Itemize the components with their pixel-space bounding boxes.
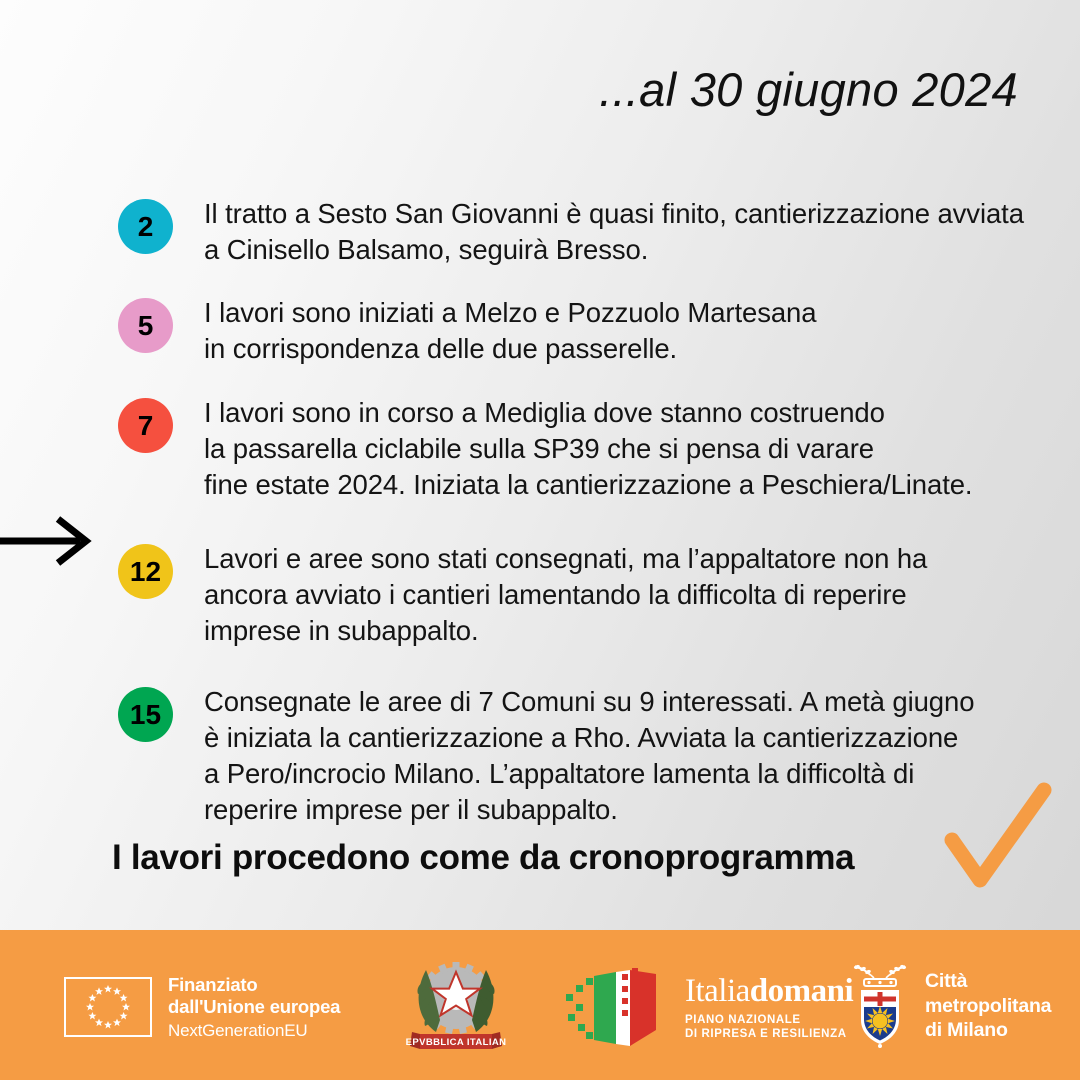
wordmark-domani: domani — [749, 972, 854, 1009]
item-badge-5: 5 — [118, 298, 173, 354]
list-item: 12 Lavori e aree sono stati consegnati, … — [118, 541, 1048, 649]
eu-flag-icon — [64, 977, 152, 1038]
italia-domani-subtitle: PIANO NAZIONALE DI RIPRESA E RESILIENZA — [685, 1013, 853, 1042]
republic-emblem-icon: REPVBBLICA ITALIANA — [406, 962, 506, 1049]
cm-text-line2: metropolitana — [925, 994, 1052, 1017]
item-badge-7: 7 — [118, 398, 173, 454]
cm-text-line3: di Milano — [925, 1019, 1008, 1042]
item-badge-12: 12 — [118, 544, 173, 600]
logo-repubblica-italiana: REPVBBLICA ITALIANA — [406, 954, 506, 1056]
item-text-15: Consegnate le aree di 7 Comuni su 9 inte… — [204, 686, 975, 826]
item-text-5: I lavori sono iniziati a Melzo e Pozzuol… — [204, 297, 817, 365]
subtitle-line2: DI RIPRESA E RESILIENZA — [685, 1028, 847, 1040]
eu-text-line1: Finanziato — [168, 974, 258, 995]
item-badge-2: 2 — [118, 199, 173, 254]
tagline: I lavori procedono come da cronoprogramm… — [112, 838, 855, 877]
logo-european-union: Finanziato dall'Unione europea NextGener… — [64, 974, 340, 1041]
italia-domani-flag-icon — [566, 968, 656, 1046]
item-text-7: I lavori sono in corso a Mediglia dove s… — [204, 397, 973, 501]
eu-text-line2: dall'Unione europea — [168, 995, 341, 1017]
right-arrow-icon — [0, 512, 92, 570]
item-badge-15: 15 — [118, 687, 173, 743]
cm-text-line1: Città — [925, 970, 968, 993]
italia-domani-text: Italiadomani PIANO NAZIONALE DI RIPRESA … — [685, 972, 854, 1042]
footer-logo-band: Finanziato dall'Unione europea NextGener… — [0, 930, 1080, 1080]
italia-domani-wordmark: Italiadomani — [685, 972, 854, 1009]
logo-italia-domani: Italiadomani PIANO NAZIONALE DI RIPRESA … — [564, 968, 854, 1048]
citta-metropolitana-text: Città metropolitana di Milano — [925, 969, 1052, 1043]
list-item: 2 Il tratto a Sesto San Giovanni è quasi… — [118, 196, 1048, 268]
list-item: 15 Consegnate le aree di 7 Comuni su 9 i… — [118, 684, 1048, 828]
orange-checkmark-icon — [944, 782, 1054, 894]
subtitle-line1: PIANO NAZIONALE — [685, 1013, 801, 1026]
item-text-2: Il tratto a Sesto San Giovanni è quasi f… — [204, 198, 1024, 266]
logo-citta-metropolitana-milano: Città metropolitana di Milano — [848, 962, 1052, 1050]
item-text-12: Lavori e aree sono stati consegnati, ma … — [204, 543, 928, 647]
eu-logo-text: Finanziato dall'Unione europea NextGener… — [168, 974, 340, 1041]
progress-item-list: 2 Il tratto a Sesto San Giovanni è quasi… — [118, 196, 1048, 828]
eu-text-line3: NextGenerationEU — [168, 1020, 308, 1040]
page-title: ...al 30 giugno 2024 — [599, 63, 1018, 116]
list-item: 5 I lavori sono iniziati a Melzo e Pozzu… — [118, 295, 1048, 367]
republic-ribbon-text: REPVBBLICA ITALIANA — [406, 1037, 506, 1048]
wordmark-italia: Italia — [685, 972, 750, 1009]
citta-metropolitana-crest-icon — [853, 964, 907, 1048]
list-item: 7 I lavori sono in corso a Mediglia dove… — [118, 395, 1048, 503]
